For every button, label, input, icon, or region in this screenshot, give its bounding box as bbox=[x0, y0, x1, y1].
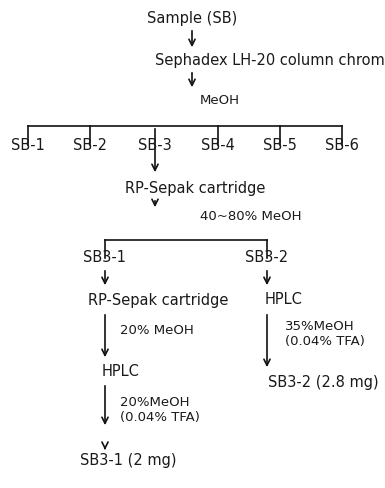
Text: SB-6: SB-6 bbox=[325, 138, 359, 152]
Text: 40~80% MeOH: 40~80% MeOH bbox=[200, 210, 301, 224]
Text: Sephadex LH-20 column chromatography: Sephadex LH-20 column chromatography bbox=[155, 53, 385, 67]
Text: SB-4: SB-4 bbox=[201, 138, 235, 152]
Text: SB-5: SB-5 bbox=[263, 138, 297, 152]
Text: (0.04% TFA): (0.04% TFA) bbox=[285, 336, 365, 348]
Text: SB3-2 (2.8 mg): SB3-2 (2.8 mg) bbox=[268, 374, 378, 389]
Text: SB-3: SB-3 bbox=[138, 138, 172, 152]
Text: 20% MeOH: 20% MeOH bbox=[120, 324, 194, 337]
Text: SB3-1: SB3-1 bbox=[84, 250, 127, 265]
Text: HPLC: HPLC bbox=[102, 365, 140, 380]
Text: Sample (SB): Sample (SB) bbox=[147, 11, 237, 25]
Text: MeOH: MeOH bbox=[200, 94, 240, 106]
Text: (0.04% TFA): (0.04% TFA) bbox=[120, 411, 200, 425]
Text: RP-Sepak cartridge: RP-Sepak cartridge bbox=[88, 292, 228, 307]
Text: SB-2: SB-2 bbox=[73, 138, 107, 152]
Text: RP-Sepak cartridge: RP-Sepak cartridge bbox=[125, 181, 265, 196]
Text: SB-1: SB-1 bbox=[11, 138, 45, 152]
Text: 20%MeOH: 20%MeOH bbox=[120, 395, 189, 408]
Text: HPLC: HPLC bbox=[265, 292, 303, 307]
Text: SB3-1 (2 mg): SB3-1 (2 mg) bbox=[80, 452, 176, 468]
Text: 35%MeOH: 35%MeOH bbox=[285, 320, 355, 332]
Text: SB3-2: SB3-2 bbox=[246, 250, 289, 265]
